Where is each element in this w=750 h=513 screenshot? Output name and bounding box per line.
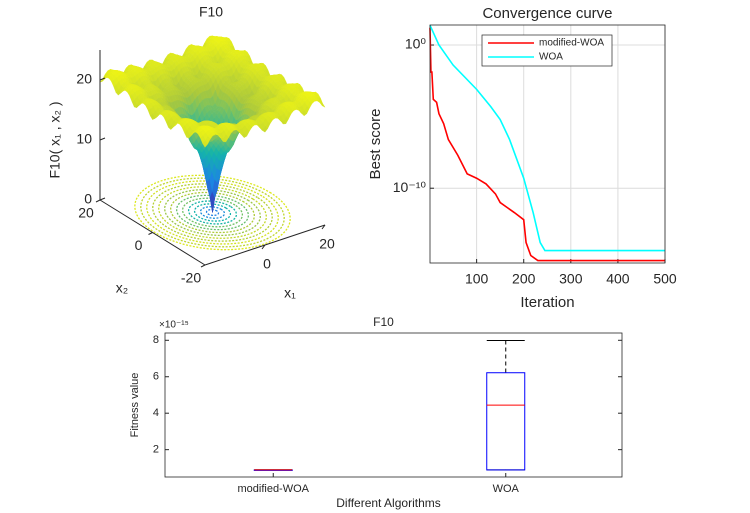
- legend-label: WOA: [539, 52, 563, 63]
- x-tick-label: 500: [653, 271, 677, 287]
- z-tick-label: 10: [76, 131, 92, 147]
- legend-label: modified-WOA: [539, 38, 604, 49]
- x-axis-label: Different Algorithms: [336, 496, 441, 510]
- box: [486, 372, 526, 471]
- surface-patch: [202, 140, 208, 148]
- x-tick-label: 400: [606, 271, 630, 287]
- z-axis-label: F10( x₁ , x₂ ): [47, 101, 63, 178]
- y-axis-label: Best score: [367, 109, 384, 180]
- x-tick-label: 200: [512, 271, 536, 287]
- contour-ring: [164, 188, 261, 237]
- contour-ring: [146, 180, 279, 245]
- y-tick: [200, 264, 206, 268]
- contour-ring: [134, 174, 291, 251]
- y-axis-label: Fitness value: [129, 373, 141, 438]
- chart-title: Convergence curve: [482, 5, 612, 22]
- x-axis-label: x₁: [284, 285, 296, 301]
- x-tick-label: modified-WOA: [237, 483, 309, 495]
- y-tick-label: 10⁻¹⁰: [393, 179, 427, 195]
- contour-ring: [199, 206, 226, 219]
- y-tick-label: 20: [78, 205, 94, 221]
- contour-ring: [187, 200, 238, 225]
- contour-ring: [140, 177, 285, 248]
- x-axis-label: Iteration: [520, 294, 574, 311]
- series-line: [429, 27, 665, 262]
- y-tick-label: -20: [181, 270, 201, 286]
- x-tick-label: 20: [319, 236, 335, 252]
- contour-ring: [193, 203, 232, 222]
- y-tick-label: 4: [153, 407, 159, 419]
- y-tick-label: 6: [153, 371, 159, 383]
- chart-title: F10: [199, 4, 223, 20]
- z-tick: [99, 77, 106, 81]
- z-tick: [99, 137, 106, 141]
- x-tick-label: 0: [263, 256, 271, 272]
- y-multiplier: ×10⁻¹⁵: [159, 320, 189, 331]
- contour-ring: [170, 191, 255, 234]
- surface-plot: [99, 35, 326, 251]
- x-tick: [261, 244, 266, 250]
- z-tick: [99, 197, 106, 201]
- y-tick: [148, 232, 153, 235]
- contour-ring: [181, 197, 244, 228]
- contour-ring: [158, 186, 267, 239]
- x-tick-label: 100: [465, 271, 489, 287]
- x-tick: [321, 224, 326, 230]
- y-tick-label: 10⁰: [405, 36, 427, 52]
- y-axis-label: x₂: [116, 280, 128, 296]
- series-line: [429, 24, 665, 252]
- z-tick-label: 0: [84, 191, 92, 207]
- surface-patch: [319, 102, 326, 108]
- x-tick-label: 300: [559, 271, 583, 287]
- axes-box: [429, 24, 666, 264]
- contour-ring: [175, 194, 250, 231]
- axes-box: [164, 332, 623, 478]
- z-tick-label: 20: [76, 71, 92, 87]
- y-tick: [95, 199, 101, 203]
- contour-ring: [205, 208, 220, 217]
- y-tick-label: 0: [135, 237, 143, 253]
- x-tick-label: WOA: [493, 483, 520, 495]
- chart-title: F10: [373, 315, 394, 329]
- legend-box: [481, 34, 613, 67]
- y-tick-label: 8: [153, 334, 159, 346]
- y-tick-label: 2: [153, 444, 159, 456]
